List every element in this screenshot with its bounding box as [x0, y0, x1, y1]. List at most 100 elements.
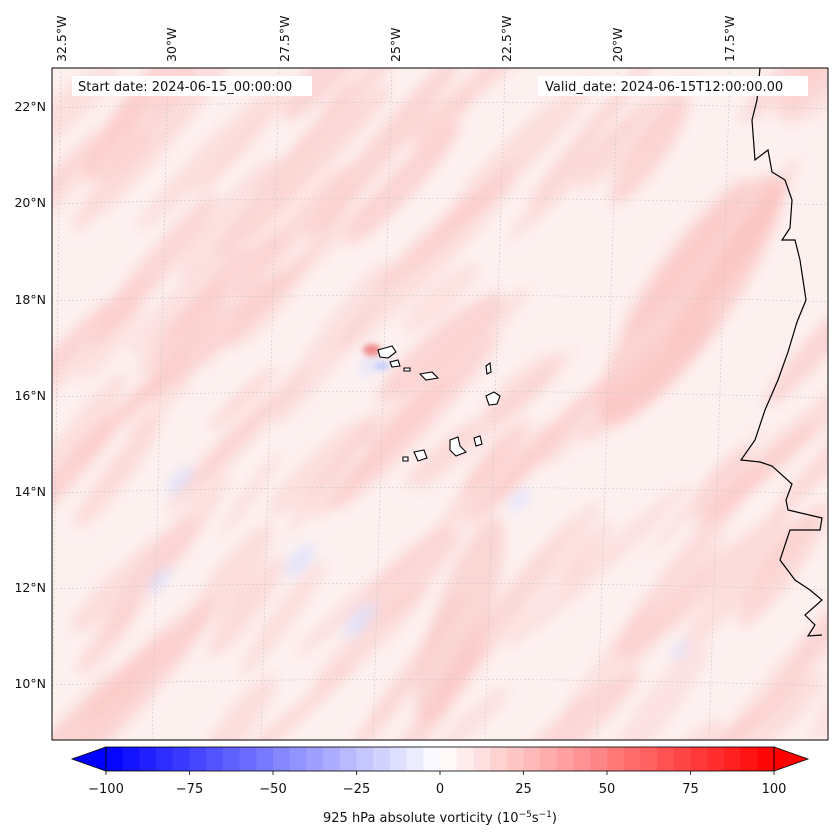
colorbar-tick-label: 100 — [762, 782, 787, 797]
vorticity-streak — [358, 526, 463, 628]
lat-label-22n: 22°N — [14, 99, 46, 114]
vorticity-max-spot — [363, 344, 381, 356]
colorbar-tick-label: −25 — [343, 782, 370, 797]
lon-label-25w: 25°W — [388, 27, 403, 62]
cape-verde-island — [402, 456, 409, 462]
vorticity-streak — [609, 99, 690, 206]
vorticity-streak — [605, 534, 727, 701]
vorticity-streak — [403, 418, 481, 487]
colorbar-cell — [556, 747, 575, 771]
vorticity-streak — [445, 77, 595, 227]
colorbar-cell — [423, 747, 441, 771]
colorbar-cell — [440, 747, 458, 771]
vorticity-streak — [127, 373, 192, 439]
vorticity-streak — [770, 375, 828, 522]
vorticity-streak — [52, 617, 206, 740]
colorbar-cell — [490, 747, 508, 771]
vorticity-streak — [70, 518, 201, 633]
start-date-label: Start date: 2024-06-15_00:00:00 — [78, 80, 292, 95]
colorbar-cell — [740, 747, 758, 771]
vorticity-streak — [166, 367, 309, 514]
colorbar-cell — [406, 747, 424, 771]
lon-label-27-5w: 27.5°W — [277, 16, 292, 62]
colorbar-cell — [640, 747, 658, 771]
vorticity-streak — [710, 672, 825, 740]
vorticity-streak — [214, 85, 392, 258]
graticule — [52, 68, 828, 740]
colorbar-cell — [540, 747, 558, 771]
colorbar-cell — [473, 747, 491, 771]
parallel-line — [52, 294, 828, 303]
meridian-line — [596, 68, 619, 740]
colorbar-cell — [339, 747, 358, 771]
colorbar-cell — [323, 747, 341, 771]
parallel-line — [52, 197, 828, 206]
colorbar-cell — [256, 747, 274, 771]
vorticity-streak — [357, 660, 427, 740]
vorticity-streak — [71, 68, 229, 231]
vorticity-streak — [436, 687, 510, 740]
colorbar-cell — [657, 747, 675, 771]
negative-vorticity-patch — [148, 567, 172, 593]
colorbar-cell — [523, 747, 541, 771]
start-date-box — [72, 76, 312, 96]
meridian-line — [52, 68, 62, 740]
colorbar-cell — [356, 747, 374, 771]
colorbar-cells — [106, 747, 775, 771]
colorbar-cell — [206, 747, 224, 771]
colorbar-tick-label: 50 — [599, 782, 616, 797]
colorbar-cell — [156, 747, 174, 771]
vorticity-streak — [786, 68, 828, 125]
lon-label-32-5w: 32.5°W — [54, 16, 69, 62]
colorbar-cell — [673, 747, 692, 771]
colorbar-cell — [573, 747, 591, 771]
negative-vorticity-patch — [285, 543, 315, 577]
meridian-line — [151, 68, 169, 740]
vorticity-streak — [198, 674, 277, 740]
colorbar-cell — [106, 747, 124, 771]
cape-verde-island — [403, 367, 411, 372]
vorticity-streak — [236, 162, 351, 297]
vorticity-streak — [612, 466, 762, 652]
lon-label-30w: 30°W — [164, 27, 179, 62]
vorticity-streak — [505, 484, 690, 648]
parallel-line — [52, 678, 828, 687]
colorbar-tick-label: 75 — [682, 782, 699, 797]
colorbar-extend-min — [70, 746, 107, 772]
cape-verde-island — [485, 391, 501, 406]
vorticity-streak — [91, 192, 219, 344]
negative-vorticity-patch — [671, 640, 689, 660]
lon-label-22-5w: 22.5°W — [499, 16, 514, 62]
lat-label-12n: 12°N — [14, 580, 46, 595]
vorticity-streak — [406, 68, 575, 146]
longitude-labels: 32.5°W 30°W 27.5°W 25°W 22.5°W 20°W 17.5… — [54, 16, 737, 62]
colorbar-cell — [707, 747, 725, 771]
vorticity-streak — [273, 261, 392, 425]
vorticity-streak — [578, 74, 696, 190]
valid-date-box — [538, 76, 808, 96]
colorbar-tick-label: −50 — [259, 782, 286, 797]
vorticity-streak — [740, 68, 828, 123]
vorticity-streak — [810, 659, 828, 740]
vorticity-band — [597, 175, 783, 425]
meridian-line — [260, 68, 280, 740]
vorticity-streak — [307, 68, 464, 238]
vorticity-streak — [213, 663, 357, 740]
vorticity-streak — [127, 247, 245, 355]
vorticity-band — [415, 516, 505, 724]
vorticity-streak — [52, 665, 114, 740]
colorbar-cell — [590, 747, 608, 771]
vorticity-streak — [76, 602, 140, 675]
vorticity-streak — [239, 560, 326, 676]
vorticity-streak — [402, 263, 479, 333]
lat-label-14n: 14°N — [14, 484, 46, 499]
colorbar-tick-label: 0 — [436, 782, 444, 797]
lat-label-20n: 20°N — [14, 195, 46, 210]
africa-coastline — [739, 68, 823, 637]
cape-verde-island — [418, 371, 440, 381]
colorbar-ticks: −100 −75 −50 −25 0 25 50 75 100 — [88, 771, 786, 797]
colorbar-cell — [239, 747, 257, 771]
colorbar-tick-label: −100 — [88, 782, 124, 797]
colorbar-cell — [757, 747, 775, 771]
